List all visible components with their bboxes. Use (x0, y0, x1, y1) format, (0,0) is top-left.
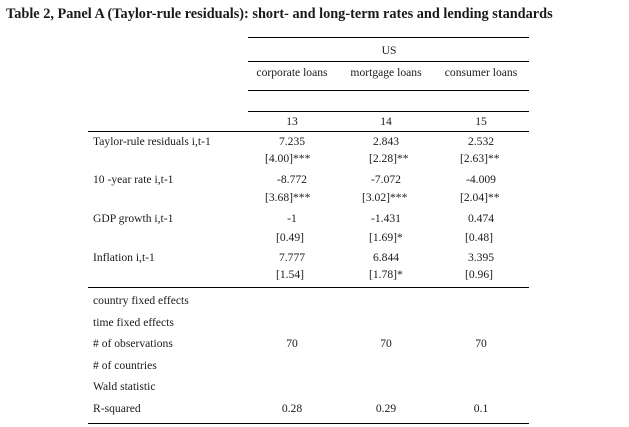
col-header-consumer: consumer loans (444, 66, 518, 79)
rule-numbers-top (248, 111, 529, 112)
coef-cell: 0.474 (467, 212, 495, 225)
stat-label-countries: # of countries (93, 359, 157, 372)
se-cell: [2.28]** (369, 152, 409, 165)
col-number-15: 15 (475, 115, 487, 128)
se-cell: [3.68]*** (265, 191, 311, 204)
coef-cell: 2.532 (467, 135, 495, 148)
se-cell: [1.78]* (369, 268, 403, 281)
stat-label-time-fe: time fixed effects (93, 316, 174, 329)
row-label-taylor: Taylor-rule residuals i,t-1 (93, 135, 211, 148)
stat-label-wald: Wald statistic (93, 380, 156, 393)
rule-stats-top (88, 287, 529, 288)
coef-cell: 7.235 (278, 135, 306, 148)
row-label-10yr: 10 -year rate i,t-1 (93, 173, 174, 186)
stat-cell: 0.29 (375, 402, 397, 415)
se-cell: [0.96] (465, 268, 494, 281)
rule-top (248, 37, 529, 38)
stat-label-country-fe: country fixed effects (93, 294, 189, 307)
stat-label-observations: # of observations (93, 337, 173, 350)
coef-cell: 6.844 (372, 251, 400, 264)
col-number-13: 13 (286, 115, 298, 128)
se-cell: [1.54] (276, 268, 305, 281)
se-cell: [2.63]** (460, 152, 500, 165)
col-number-14: 14 (380, 115, 392, 128)
table-title: Table 2, Panel A (Taylor-rule residuals)… (6, 6, 553, 22)
stat-cell: 70 (286, 337, 298, 350)
col-header-corporate: corporate loans (256, 66, 328, 79)
rule-numbers-bottom (88, 131, 529, 132)
rule-header-bottom (248, 90, 529, 91)
group-header: US (381, 44, 397, 57)
se-cell: [3.02]*** (362, 191, 408, 204)
col-header-mortgage: mortgage loans (350, 66, 422, 79)
coef-cell: 2.843 (372, 135, 400, 148)
stat-label-rsquared: R-squared (93, 402, 141, 415)
stat-cell: 70 (475, 337, 487, 350)
stat-cell: 70 (380, 337, 392, 350)
se-cell: [4.00]*** (265, 152, 311, 165)
coef-cell: 3.395 (467, 251, 495, 264)
coef-cell: -8.772 (277, 173, 307, 186)
rule-bottom (88, 423, 529, 424)
row-label-inflation: Inflation i,t-1 (93, 251, 155, 264)
rule-group (248, 61, 529, 62)
coef-cell: -1 (287, 212, 297, 225)
coef-cell: 7.777 (278, 251, 306, 264)
se-cell: [1.69]* (369, 231, 403, 244)
coef-cell: -1.431 (371, 212, 401, 225)
stat-cell: 0.28 (281, 402, 303, 415)
coef-cell: -7.072 (371, 173, 401, 186)
se-cell: [0.48] (465, 231, 494, 244)
coef-cell: -4.009 (466, 173, 496, 186)
se-cell: [2.04]** (460, 191, 500, 204)
se-cell: [0.49] (276, 231, 305, 244)
row-label-gdp: GDP growth i,t-1 (93, 212, 174, 225)
stat-cell: 0.1 (473, 402, 489, 415)
